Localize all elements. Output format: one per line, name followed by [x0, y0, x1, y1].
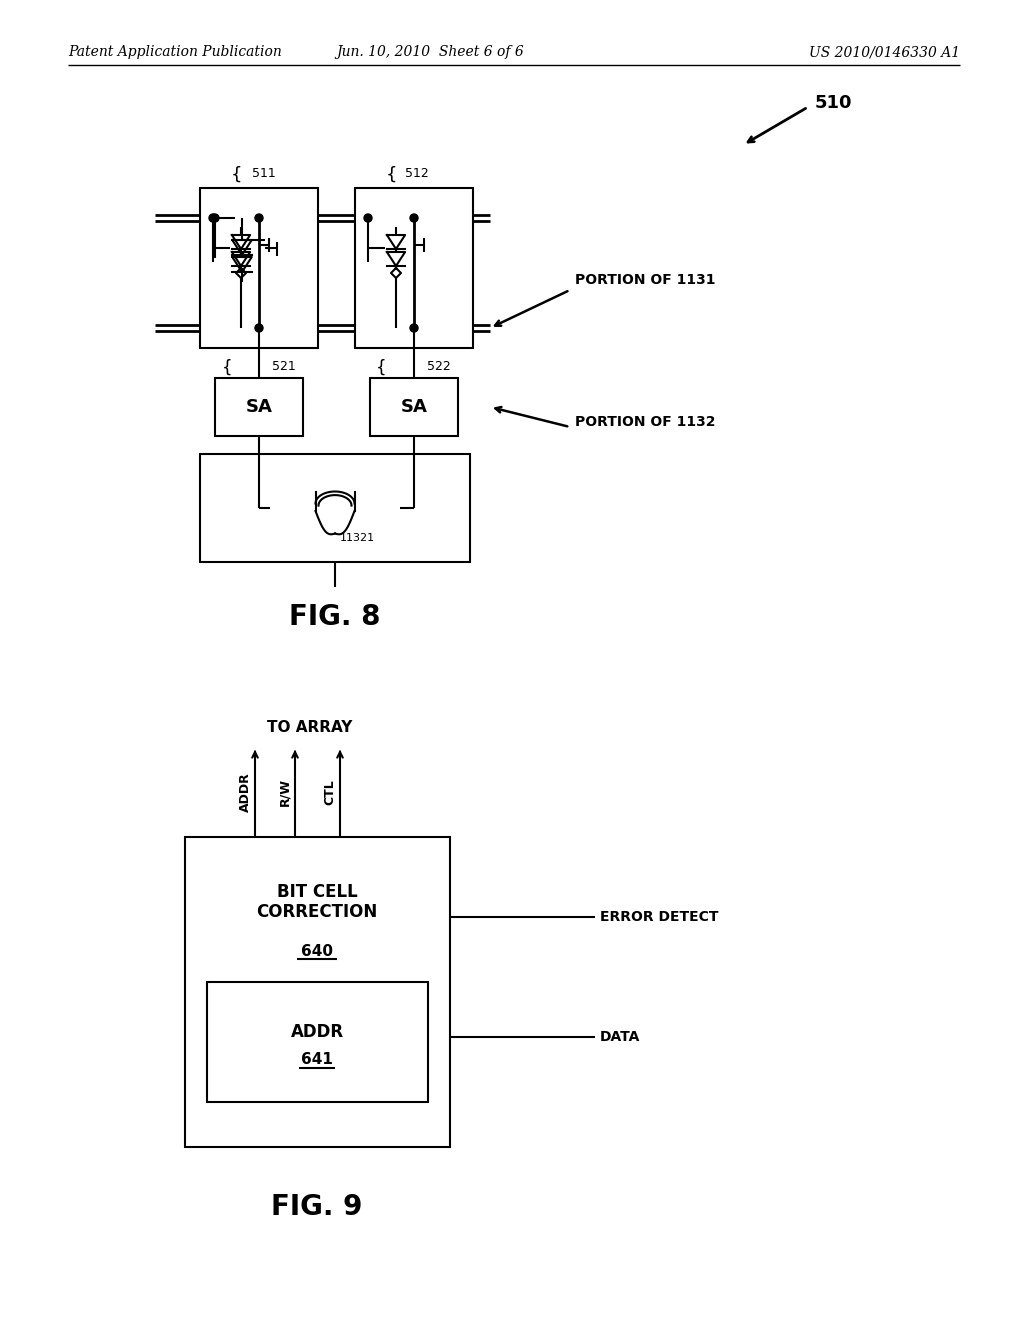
- Text: BIT CELL: BIT CELL: [276, 883, 357, 902]
- Text: PORTION OF 1132: PORTION OF 1132: [575, 414, 716, 429]
- Text: {: {: [230, 166, 242, 183]
- Text: ADDR: ADDR: [291, 1023, 344, 1041]
- Circle shape: [410, 323, 418, 333]
- Text: 641: 641: [301, 1052, 333, 1068]
- Bar: [355, 187, 473, 348]
- Text: DATA: DATA: [600, 1030, 640, 1044]
- Circle shape: [410, 214, 418, 222]
- Circle shape: [211, 214, 219, 222]
- Text: CORRECTION: CORRECTION: [256, 903, 378, 921]
- Circle shape: [255, 323, 263, 333]
- Text: US 2010/0146330 A1: US 2010/0146330 A1: [809, 45, 961, 59]
- Text: 512: 512: [406, 168, 429, 180]
- Text: Patent Application Publication: Patent Application Publication: [68, 45, 282, 59]
- Bar: [200, 454, 470, 562]
- Text: {: {: [385, 166, 397, 183]
- Text: FIG. 8: FIG. 8: [289, 603, 381, 631]
- Text: 522: 522: [427, 360, 451, 374]
- Bar: [215, 378, 303, 436]
- Text: ADDR: ADDR: [239, 772, 252, 812]
- Text: 511: 511: [252, 168, 275, 180]
- Text: SA: SA: [400, 399, 427, 416]
- Text: ERROR DETECT: ERROR DETECT: [600, 909, 719, 924]
- Text: Jun. 10, 2010  Sheet 6 of 6: Jun. 10, 2010 Sheet 6 of 6: [336, 45, 524, 59]
- Bar: [207, 982, 428, 1102]
- Text: PORTION OF 1131: PORTION OF 1131: [575, 273, 716, 286]
- Text: {: {: [221, 359, 232, 378]
- Text: 640: 640: [301, 945, 333, 960]
- Text: 521: 521: [272, 360, 296, 374]
- Bar: [185, 837, 450, 1147]
- Text: SA: SA: [246, 399, 272, 416]
- Circle shape: [209, 214, 217, 222]
- Text: {: {: [377, 359, 387, 378]
- Text: R/W: R/W: [279, 777, 292, 807]
- Text: TO ARRAY: TO ARRAY: [267, 719, 352, 734]
- Text: FIG. 9: FIG. 9: [271, 1193, 362, 1221]
- Text: CTL: CTL: [324, 779, 337, 805]
- Circle shape: [364, 214, 372, 222]
- Circle shape: [255, 214, 263, 222]
- Text: 510: 510: [815, 94, 853, 112]
- Bar: [370, 378, 458, 436]
- Text: 11321: 11321: [340, 533, 375, 543]
- Bar: [200, 187, 318, 348]
